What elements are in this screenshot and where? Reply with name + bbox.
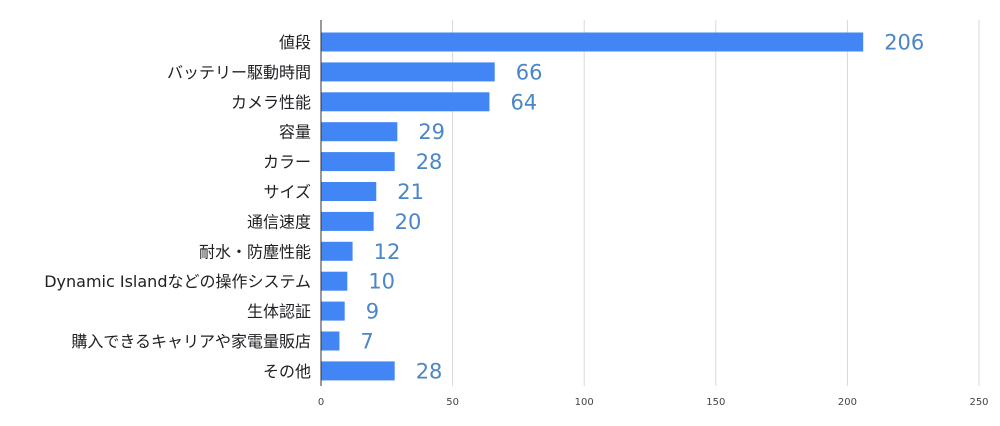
category-label: 容量 <box>279 123 311 142</box>
bar <box>321 361 395 381</box>
bar <box>321 331 340 351</box>
category-label: その他 <box>263 362 311 381</box>
data-label: 7 <box>360 330 373 354</box>
category-label: 通信速度 <box>247 212 311 231</box>
data-label: 64 <box>510 90 537 114</box>
bar <box>321 211 374 231</box>
data-label: 28 <box>416 359 443 383</box>
data-label: 21 <box>397 180 424 204</box>
category-label: 購入できるキャリアや家電量販店 <box>71 332 311 351</box>
category-label: 値段 <box>279 33 311 52</box>
bar <box>321 241 353 261</box>
data-label: 29 <box>418 120 445 144</box>
bar <box>321 92 490 112</box>
category-label: カラー <box>263 153 311 172</box>
bars <box>321 32 864 381</box>
data-label: 12 <box>374 240 401 264</box>
gridlines <box>452 20 980 386</box>
data-label: 10 <box>368 270 395 294</box>
x-tick-label: 0 <box>318 397 324 408</box>
x-tick-label: 100 <box>575 397 594 408</box>
bar <box>321 271 348 291</box>
bar <box>321 62 495 82</box>
value-labels: 206 66 64 29 28 21 20 12 10 9 7 28 <box>360 31 924 384</box>
x-tick-label: 200 <box>838 397 857 408</box>
x-axis-ticks: 0 50 100 150 200 250 <box>318 397 989 408</box>
category-label: 生体認証 <box>247 302 311 321</box>
data-label: 206 <box>884 31 924 55</box>
data-label: 28 <box>416 150 443 174</box>
category-label: サイズ <box>263 183 311 202</box>
data-label: 66 <box>516 60 543 84</box>
bar <box>321 32 864 52</box>
category-label: カメラ性能 <box>231 93 311 112</box>
data-label: 20 <box>395 210 422 234</box>
x-tick-label: 150 <box>706 397 725 408</box>
bar <box>321 122 398 142</box>
category-label: バッテリー駆動時間 <box>167 63 311 82</box>
x-tick-label: 250 <box>969 397 988 408</box>
category-label: Dynamic Islandなどの操作システム <box>44 272 311 291</box>
bar <box>321 152 395 172</box>
x-tick-label: 50 <box>446 397 459 408</box>
data-label: 9 <box>366 300 379 324</box>
bar <box>321 182 377 201</box>
bar <box>321 301 345 321</box>
category-label: 耐水・防塵性能 <box>199 242 311 261</box>
